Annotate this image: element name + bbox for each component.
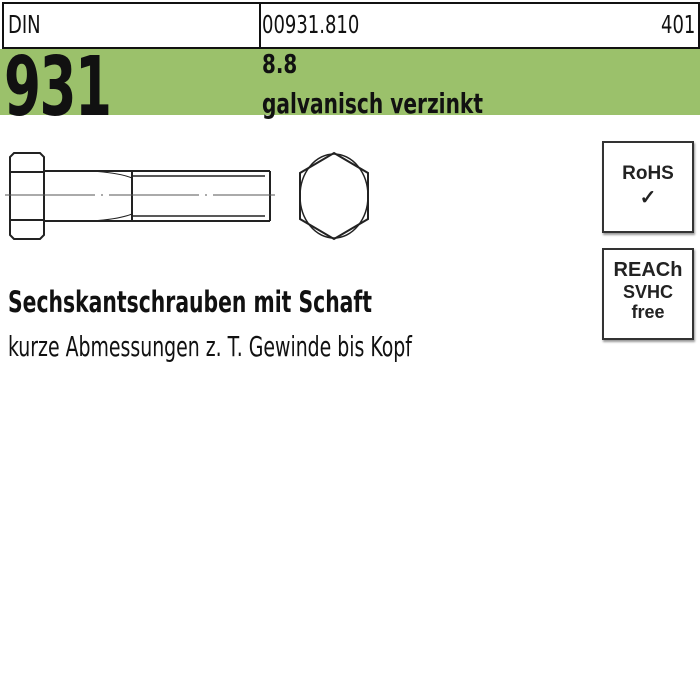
svhc-label: SVHC bbox=[622, 282, 673, 302]
rohs-label: RoHS bbox=[622, 163, 674, 184]
free-label: free bbox=[631, 302, 665, 322]
strength-class: 8.8 bbox=[262, 50, 298, 80]
reach-label: REACh bbox=[613, 259, 683, 281]
din-number: 931 bbox=[4, 40, 112, 135]
header-row bbox=[2, 2, 700, 49]
green-band bbox=[0, 49, 700, 115]
hex-head-top-view bbox=[299, 151, 369, 241]
page-code: 401 bbox=[661, 10, 696, 39]
rohs-badge: RoHS ✓ bbox=[602, 141, 694, 233]
hex-bolt-side-view bbox=[5, 151, 369, 241]
product-title: Sechskantschrauben mit Schaft bbox=[8, 285, 372, 319]
reach-badge: REACh SVHC free bbox=[602, 248, 694, 340]
product-subtitle: kurze Abmessungen z. T. Gewinde bis Kopf bbox=[8, 330, 412, 363]
article-number: 00931.810 bbox=[262, 10, 360, 39]
header-divider bbox=[259, 4, 261, 47]
finish: galvanisch verzinkt bbox=[262, 87, 483, 120]
standard-label: DIN bbox=[8, 10, 41, 39]
checkmark-icon: ✓ bbox=[639, 187, 657, 209]
